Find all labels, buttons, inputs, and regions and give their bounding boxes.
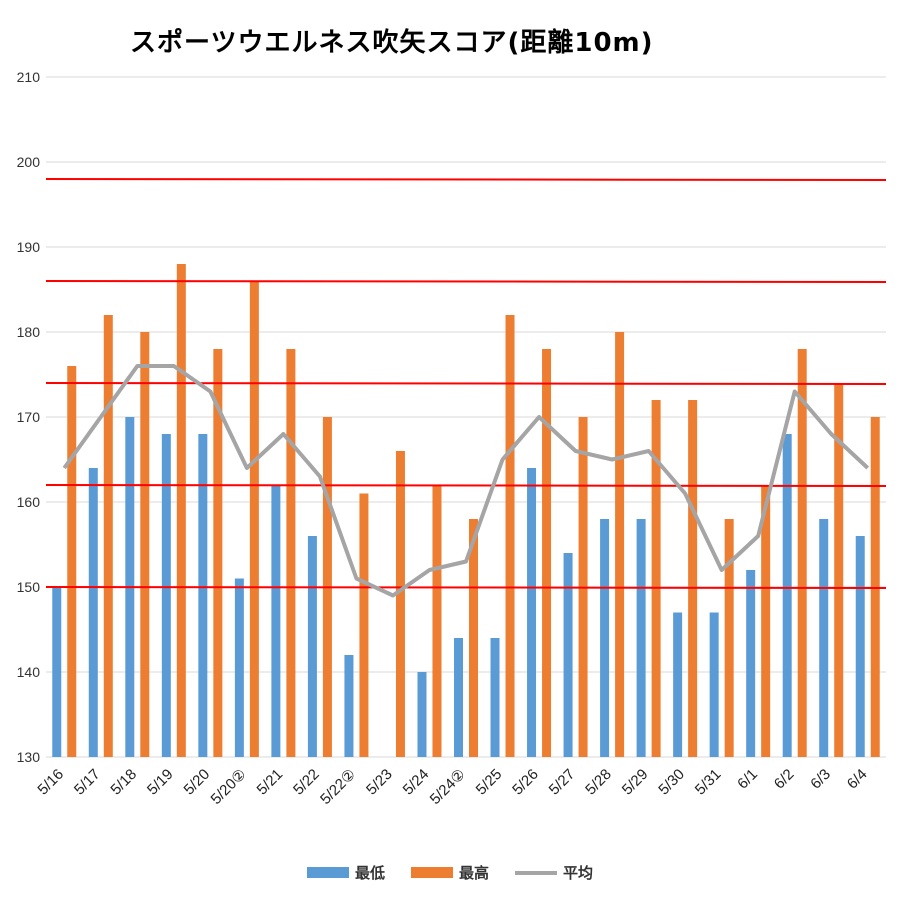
x-tick-label: 5/21: [254, 766, 287, 799]
bar-min: [819, 519, 829, 757]
bar-max: [432, 485, 442, 757]
x-tick-label: 5/25: [473, 766, 506, 799]
x-tick-label: 6/3: [807, 766, 834, 793]
x-tick-label: 5/16: [34, 766, 67, 799]
x-tick-label: 5/30: [655, 766, 688, 799]
y-tick-label: 170: [17, 409, 41, 425]
y-tick-label: 130: [17, 749, 41, 765]
bar-min: [855, 536, 865, 757]
bar-max: [542, 349, 552, 757]
reference-line: [45, 280, 887, 283]
legend-item-max: 最高: [410, 862, 489, 883]
legend-swatch-avg: [515, 870, 557, 875]
x-tick-label: 5/19: [144, 766, 177, 799]
y-tick-label: 160: [17, 494, 41, 510]
bar-max: [797, 349, 807, 757]
reference-line: [45, 178, 887, 181]
x-tick-label: 5/22②: [317, 766, 359, 808]
bar-min: [527, 468, 537, 757]
legend-item-avg: 平均: [515, 862, 593, 883]
legend-label-avg: 平均: [563, 864, 594, 882]
bar-max: [286, 349, 296, 757]
x-tick-label: 6/2: [771, 766, 798, 793]
line-avg: [62, 364, 870, 598]
x-tick-label: 5/24: [400, 766, 433, 799]
x-tick-label: 5/28: [582, 766, 615, 799]
reference-line: [45, 586, 887, 589]
y-tick-label: 180: [17, 324, 41, 340]
bar-max: [67, 366, 77, 757]
legend: 最低 最高 平均: [0, 862, 900, 883]
y-tick-label: 140: [17, 664, 41, 680]
bar-max: [103, 315, 113, 757]
bar-min: [709, 612, 719, 757]
bar-min: [198, 434, 208, 757]
legend-label-min: 最低: [354, 864, 385, 882]
x-tick-label: 6/4: [844, 766, 871, 793]
bar-min: [234, 578, 244, 757]
bar-max: [249, 281, 259, 757]
x-tick-label: 5/18: [107, 766, 140, 799]
x-tick-label: 5/22: [290, 766, 323, 799]
y-tick-label: 200: [17, 154, 41, 170]
bar-min: [636, 519, 646, 757]
bar-max: [469, 519, 478, 757]
bar-min: [490, 638, 500, 757]
bar-max: [724, 519, 734, 757]
reference-line: [45, 382, 887, 385]
x-tick-label: 5/24②: [427, 766, 469, 808]
y-tick-label: 210: [17, 69, 41, 85]
bar-max: [761, 485, 771, 757]
x-tick-label: 5/23: [363, 766, 396, 799]
bar-max: [140, 332, 150, 757]
bar-min: [271, 485, 281, 757]
chart-title: スポーツウエルネス吹矢スコア(距離10m): [130, 28, 654, 58]
bar-min: [746, 570, 756, 757]
bar-min: [454, 638, 463, 757]
bar-min: [52, 587, 62, 757]
bar-max: [213, 349, 223, 757]
bar-max: [505, 315, 515, 757]
x-tick-label: 6/1: [734, 766, 761, 793]
bar-max: [176, 264, 186, 757]
x-tick-label: 5/31: [692, 766, 725, 799]
reference-line: [45, 484, 887, 487]
bar-max: [615, 332, 625, 757]
bar-min: [417, 672, 427, 757]
bar-max: [834, 383, 844, 757]
x-tick-label: 5/26: [509, 766, 542, 799]
bar-max: [688, 400, 698, 757]
legend-swatch-max: [410, 867, 453, 878]
x-tick-label: 5/17: [71, 766, 104, 799]
x-tick-label: 5/20: [181, 766, 214, 799]
bar-min: [782, 434, 792, 757]
bar-min: [600, 519, 610, 757]
bar-min: [344, 655, 354, 757]
x-tick-label: 5/27: [546, 766, 579, 799]
bar-min: [307, 536, 317, 757]
bar-min: [161, 434, 171, 757]
x-tick-label: 5/20②: [208, 766, 250, 808]
legend-item-min: 最低: [306, 862, 385, 883]
bar-max: [359, 493, 369, 757]
legend-swatch-min: [306, 867, 349, 878]
bar-max: [395, 451, 405, 757]
y-tick-label: 150: [17, 579, 41, 595]
bar-min: [88, 468, 98, 757]
bar-min: [673, 612, 683, 757]
x-tick-label: 5/29: [619, 766, 652, 799]
bar-min: [563, 553, 573, 757]
y-tick-label: 190: [17, 239, 41, 255]
bar-max: [651, 400, 661, 757]
legend-label-max: 最高: [458, 864, 489, 882]
